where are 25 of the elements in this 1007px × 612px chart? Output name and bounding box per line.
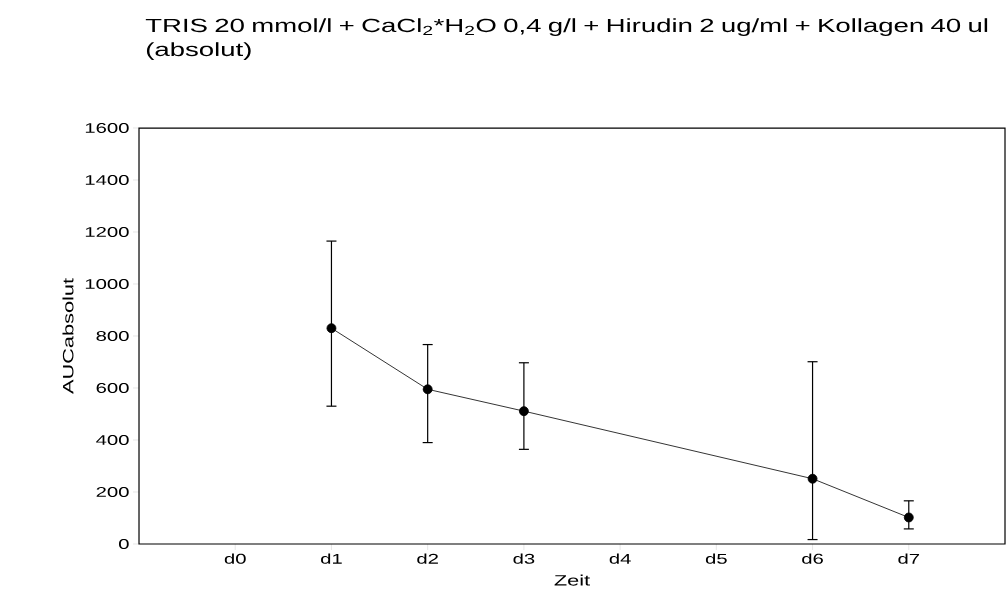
x-tick-label: d0 [224, 553, 246, 564]
y-tick-label: 0 [119, 539, 129, 549]
y-tick-label: 1400 [85, 175, 129, 185]
point [903, 512, 914, 523]
y-tick-label: 800 [96, 331, 129, 341]
y-tick-label: 400 [96, 435, 129, 445]
y-tick-label: 600 [96, 383, 129, 393]
x-axis-title: Zeit [554, 574, 590, 586]
point [807, 473, 818, 484]
x-tick-label: d3 [513, 553, 535, 564]
x-tick-label: d7 [898, 553, 920, 564]
point [422, 384, 433, 395]
y-tick-label: 200 [96, 487, 129, 497]
x-tick-label: d2 [417, 553, 438, 564]
x-tick-label: d1 [321, 553, 342, 564]
x-tick-label: d6 [802, 553, 823, 564]
y-axis-title: AUCabsolut [62, 278, 74, 394]
y-tick-label: 1200 [85, 227, 129, 237]
chart-title: TRIS 20 mmol/l + CaCl$_{2}$*H$_{2}$O 0,4 g/l + Hirudin 2 ug/ml + Kollagen 40 ul (absolut) [145, 18, 988, 60]
y-tick-label: 1000 [85, 279, 129, 289]
x-tick-label: d5 [705, 553, 727, 564]
point [326, 323, 337, 334]
x-tick-label: d4 [609, 553, 631, 564]
point [519, 406, 529, 417]
y-tick-label: 1600 [85, 123, 129, 133]
